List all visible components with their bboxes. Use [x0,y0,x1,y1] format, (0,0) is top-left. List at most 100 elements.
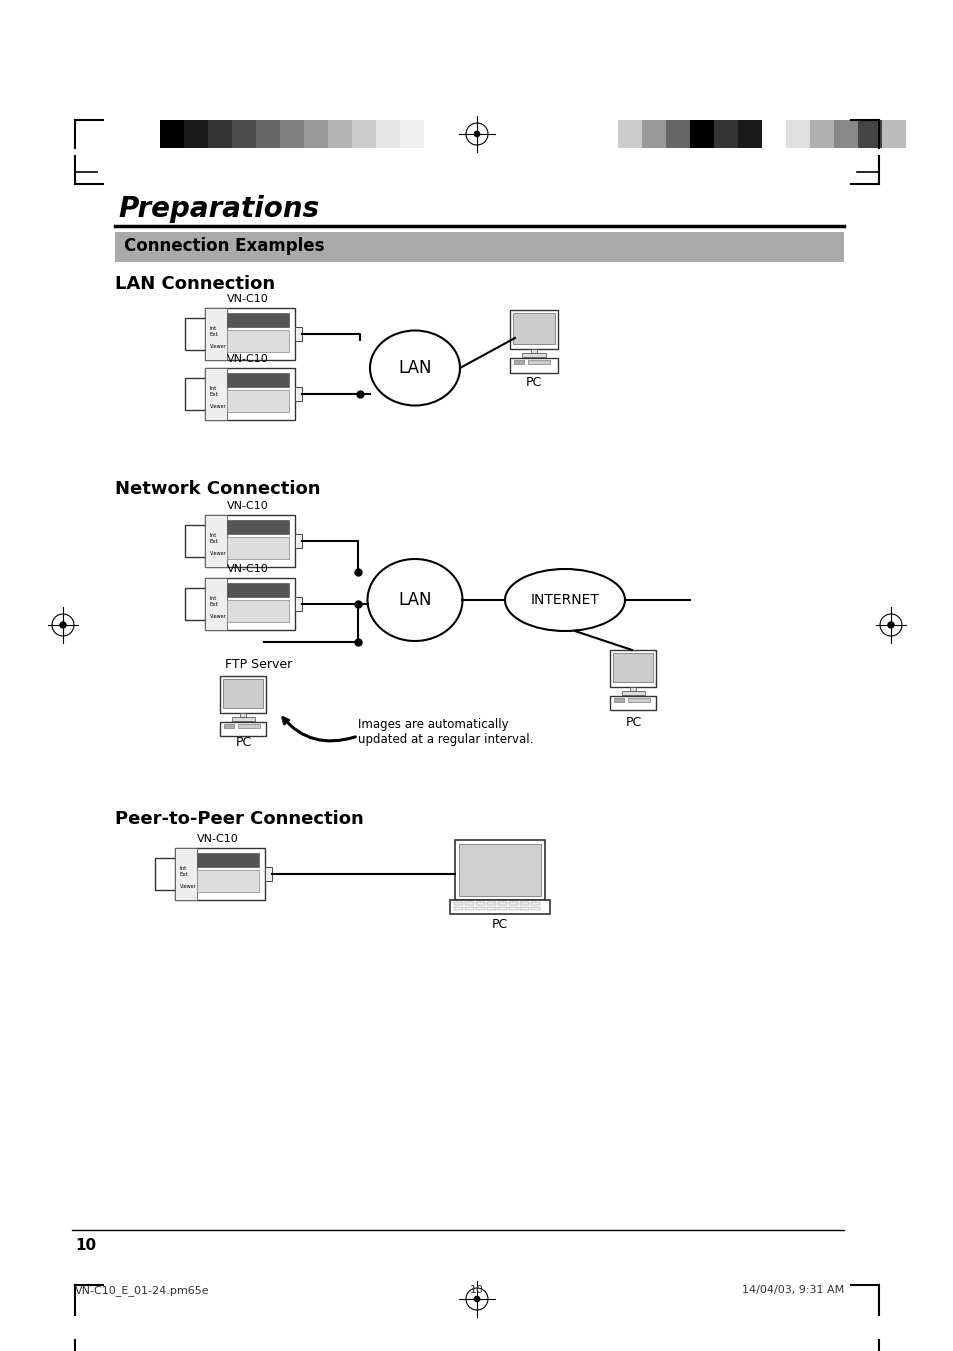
Bar [160,120,184,149]
Circle shape [474,131,479,136]
Bar [423,120,448,149]
Bar [519,907,529,911]
Bar [609,696,656,711]
Bar [527,359,550,363]
Bar [185,317,205,350]
Text: Preparations: Preparations [118,195,319,223]
Text: VN-C10: VN-C10 [227,354,269,363]
Bar [618,120,641,149]
Text: PC: PC [492,917,508,931]
Text: VN-C10: VN-C10 [227,501,269,511]
Bar [232,120,255,149]
Bar [486,907,496,911]
Bar [154,858,174,890]
Bar [514,359,523,363]
Bar [614,698,623,703]
Bar [641,120,665,149]
Bar [497,902,506,905]
Text: Int
Ext: Int Ext [210,326,218,336]
Bar [227,520,289,534]
Bar [464,907,474,911]
Text: Int
Ext: Int Ext [210,534,218,544]
Bar [531,907,539,911]
Bar [455,840,544,900]
Text: Int
Ext: Int Ext [180,866,189,877]
Bar [809,120,833,149]
Bar [227,330,289,353]
Bar [185,526,205,557]
Bar [513,313,555,345]
Text: PC: PC [625,716,641,730]
Ellipse shape [504,569,624,631]
Text: 14/04/03, 9:31 AM: 14/04/03, 9:31 AM [741,1285,843,1296]
Text: Int
Ext: Int Ext [210,386,218,397]
Bar [689,120,713,149]
Bar [220,676,266,713]
Text: FTP Server: FTP Server [225,658,292,671]
Bar [224,724,233,728]
Bar [205,308,294,359]
Bar [450,900,550,915]
Bar [227,390,289,412]
Bar [185,378,205,409]
Bar [220,721,266,736]
Bar [713,120,738,149]
Bar [294,597,302,611]
Text: Connection Examples: Connection Examples [124,236,324,255]
Bar [454,907,462,911]
Text: Viewer: Viewer [210,404,227,409]
Text: PC: PC [525,376,541,389]
Bar [174,848,196,900]
Bar [294,534,302,549]
Bar [629,688,636,690]
Text: VN-C10: VN-C10 [196,834,238,844]
Bar [509,907,517,911]
Bar [280,120,304,149]
Text: VN-C10: VN-C10 [227,563,269,574]
Bar [738,120,761,149]
Bar [882,120,905,149]
Bar [609,650,656,688]
Text: Images are automatically
updated at a regular interval.: Images are automatically updated at a re… [357,717,533,746]
Bar [665,120,689,149]
Ellipse shape [367,559,462,640]
Bar [454,902,462,905]
Bar [486,902,496,905]
Bar [205,367,294,420]
Text: Int
Ext: Int Ext [210,596,218,607]
Bar [833,120,857,149]
Text: Viewer: Viewer [210,551,227,557]
Circle shape [887,621,893,628]
Bar [184,120,208,149]
Bar [497,907,506,911]
Bar [205,515,227,567]
Ellipse shape [370,331,459,405]
Bar [531,349,537,353]
Bar [227,313,289,327]
Bar [509,902,517,905]
Bar [232,717,254,721]
Text: Viewer: Viewer [180,884,196,889]
Bar [627,698,649,703]
Bar [196,870,258,892]
Text: VN-C10: VN-C10 [227,295,269,304]
Bar [205,578,227,630]
Bar [613,653,652,682]
Bar [476,902,484,905]
Bar [227,600,289,621]
Bar [458,844,540,896]
Bar [237,724,260,728]
Bar [761,120,785,149]
Bar [531,902,539,905]
Bar [521,353,545,357]
Text: 10: 10 [470,1285,483,1296]
Bar [304,120,328,149]
Circle shape [60,621,66,628]
Bar [352,120,375,149]
Bar [510,309,558,349]
Bar [115,232,843,262]
Text: Viewer: Viewer [210,345,227,349]
Bar [227,584,289,597]
Bar [205,367,227,420]
Text: INTERNET: INTERNET [530,593,598,607]
